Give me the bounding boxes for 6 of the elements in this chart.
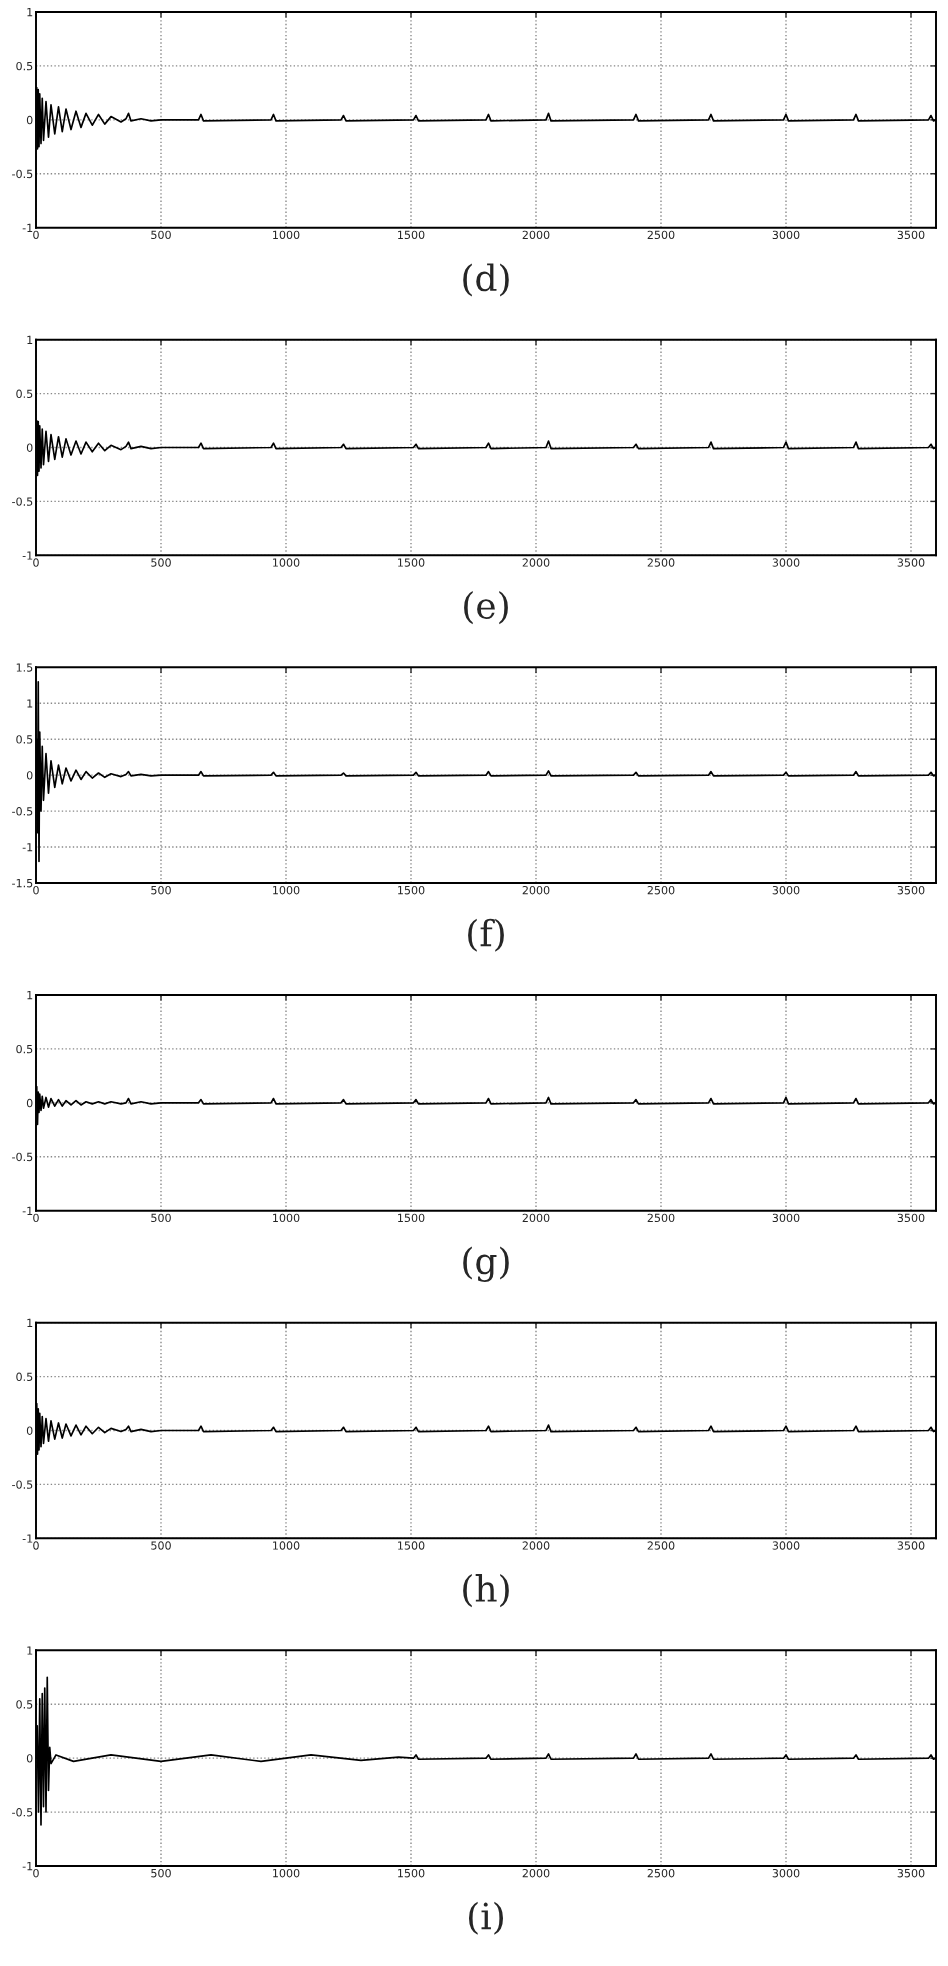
- x-axis-title: (e): [464, 591, 508, 625]
- x-axis-title: (i): [468, 1901, 504, 1935]
- x-axis-title: (f): [468, 918, 504, 952]
- x-axis-title: (h): [463, 1574, 509, 1608]
- x-axis-title: (g): [463, 1246, 509, 1282]
- x-axis-title: (d): [463, 263, 509, 297]
